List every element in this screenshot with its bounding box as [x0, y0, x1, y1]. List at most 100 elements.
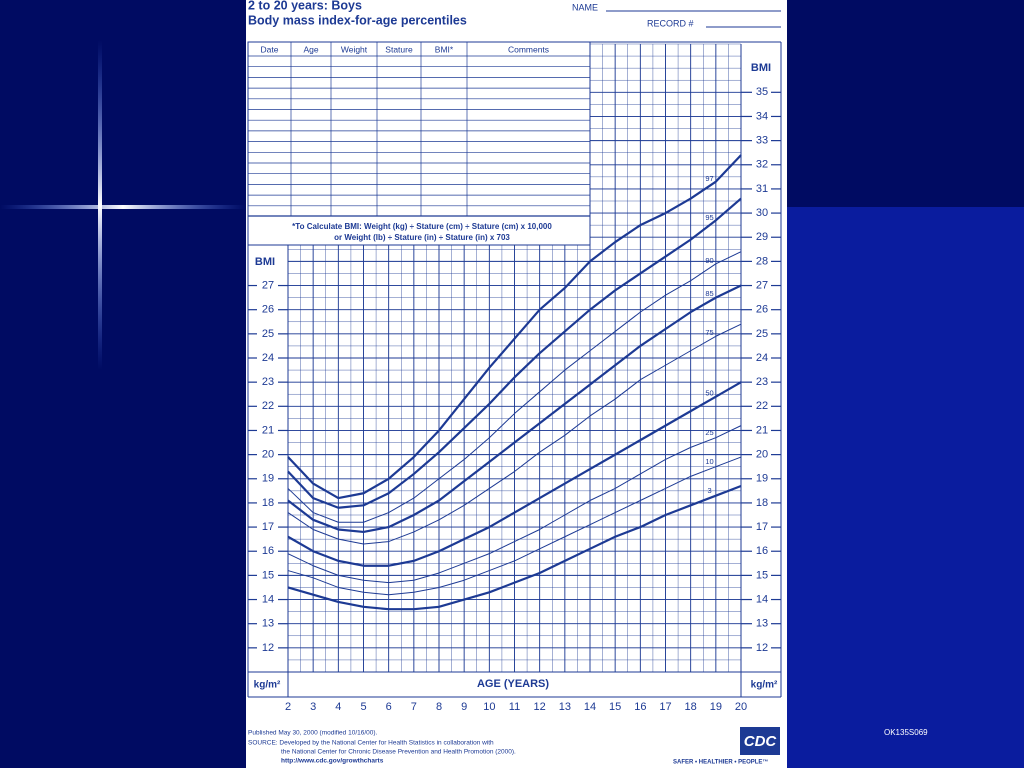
- x-tick-label: 14: [584, 701, 596, 713]
- y2-unit: kg/m²: [751, 680, 778, 691]
- percentile-curve: [287, 154, 742, 500]
- percentile-curve: [287, 284, 742, 534]
- y2-tick-label: 33: [756, 135, 768, 147]
- y-tick-label: 26: [262, 304, 274, 316]
- x-tick-label: 20: [735, 701, 747, 713]
- percentile-curve: [287, 456, 742, 596]
- y-tick-label: 19: [262, 473, 274, 485]
- x-tick-label: 5: [360, 701, 366, 713]
- series-label: 97: [705, 174, 713, 183]
- y-tick-label: 21: [262, 424, 274, 436]
- source: SOURCE: Developed by the National Center…: [248, 740, 494, 747]
- y-tick-label: 24: [262, 352, 274, 364]
- y2-tick-label: 15: [756, 569, 768, 581]
- y2-tick-label: 34: [756, 110, 768, 122]
- y2-tick-label: 18: [756, 497, 768, 509]
- y2-tick-label: 29: [756, 231, 768, 243]
- logo: CDC: [744, 733, 778, 750]
- series-label: 90: [705, 256, 713, 265]
- sparkle: [98, 40, 102, 370]
- y2-tick-label: 14: [756, 593, 768, 605]
- published: Published May 30, 2000 (modified 10/16/0…: [248, 730, 378, 737]
- percentile-curve: [287, 323, 742, 545]
- plot: 97 95 90 85 75 50 25 10 3: [287, 154, 742, 611]
- y2-tick-label: 32: [756, 159, 768, 171]
- formula: *To Calculate BMI: Weight (kg) ÷ Stature…: [292, 222, 552, 231]
- slogan: SAFER • HEALTHIER • PEOPLE™: [673, 759, 768, 766]
- x-axis-title: AGE (YEARS): [477, 678, 549, 690]
- y-tick-label: 22: [262, 400, 274, 412]
- y2-tick-label: 27: [756, 279, 768, 291]
- y2-tick-label: 24: [756, 352, 768, 364]
- x-tick-label: 2: [285, 701, 291, 713]
- y-tick-label: 27: [262, 279, 274, 291]
- x-tick-label: 15: [609, 701, 621, 713]
- url: http://www.cdc.gov/growthcharts: [281, 758, 384, 765]
- table-header: Comments: [508, 44, 549, 54]
- x-tick-label: 4: [335, 701, 341, 713]
- sparkle: [0, 205, 246, 209]
- x-tick-label: 18: [685, 701, 697, 713]
- y-axis-title: BMI: [255, 256, 275, 268]
- y2-tick-label: 28: [756, 255, 768, 267]
- formula: or Weight (lb) ÷ Stature (in) ÷ Stature …: [334, 233, 510, 242]
- y2-tick-label: 23: [756, 376, 768, 388]
- y-tick-label: 15: [262, 569, 274, 581]
- y2-tick-label: 21: [756, 424, 768, 436]
- table-bg: [247, 41, 591, 246]
- series-label: 50: [705, 388, 713, 397]
- band: [787, 207, 1024, 768]
- table-header: Age: [303, 44, 318, 54]
- y-tick-label: 23: [262, 376, 274, 388]
- y2-tick-label: 19: [756, 473, 768, 485]
- x-tick-label: 17: [659, 701, 671, 713]
- y-tick-label: 14: [262, 593, 274, 605]
- y-unit: kg/m²: [254, 680, 281, 691]
- slide-code: OK135S069: [884, 728, 928, 737]
- percentile-curve: [287, 484, 742, 611]
- name-label: NAME: [572, 2, 598, 12]
- x-tick-label: 10: [483, 701, 495, 713]
- x-tick-label: 12: [534, 701, 546, 713]
- x-tick-label: 3: [310, 701, 316, 713]
- y-tick-label: 13: [262, 618, 274, 630]
- y2-axis-title: BMI: [751, 62, 771, 74]
- y-tick-label: 16: [262, 545, 274, 557]
- table-header: BMI*: [435, 44, 454, 54]
- x-label-bg: [470, 677, 556, 691]
- y2-tick-label: 31: [756, 183, 768, 195]
- y-tick-label: 17: [262, 521, 274, 533]
- table-header: Weight: [341, 44, 368, 54]
- percentile-curve: [287, 251, 742, 523]
- y-tick-label: 25: [262, 328, 274, 340]
- series-label: 85: [705, 289, 713, 298]
- source-2: the National Center for Chronic Disease …: [281, 749, 516, 756]
- y2-tick-label: 12: [756, 642, 768, 654]
- x-tick-label: 13: [559, 701, 571, 713]
- subtitle: Body mass index-for-age percentiles: [248, 13, 467, 27]
- y2-tick-label: 35: [756, 86, 768, 98]
- x-tick-label: 8: [436, 701, 442, 713]
- percentile-curve: [287, 425, 742, 584]
- x-tick-label: 19: [710, 701, 722, 713]
- series-label: 95: [705, 213, 713, 222]
- x-tick-label: 7: [411, 701, 417, 713]
- y2-tick-label: 13: [756, 618, 768, 630]
- y2-tick-label: 22: [756, 400, 768, 412]
- y-tick-label: 12: [262, 642, 274, 654]
- y2-tick-label: 16: [756, 545, 768, 557]
- y2-tick-label: 20: [756, 449, 768, 461]
- x-tick-label: 6: [386, 701, 392, 713]
- percentile-curve: [287, 197, 742, 509]
- y-tick-label: 18: [262, 497, 274, 509]
- x-tick-label: 16: [634, 701, 646, 713]
- y2-tick-label: 26: [756, 304, 768, 316]
- x-tick-label: 11: [509, 701, 520, 713]
- logo-box: [740, 727, 780, 755]
- series-label: 3: [707, 486, 711, 495]
- y2-tick-label: 17: [756, 521, 768, 533]
- table-header: Stature: [385, 44, 413, 54]
- table-header: Date: [261, 44, 279, 54]
